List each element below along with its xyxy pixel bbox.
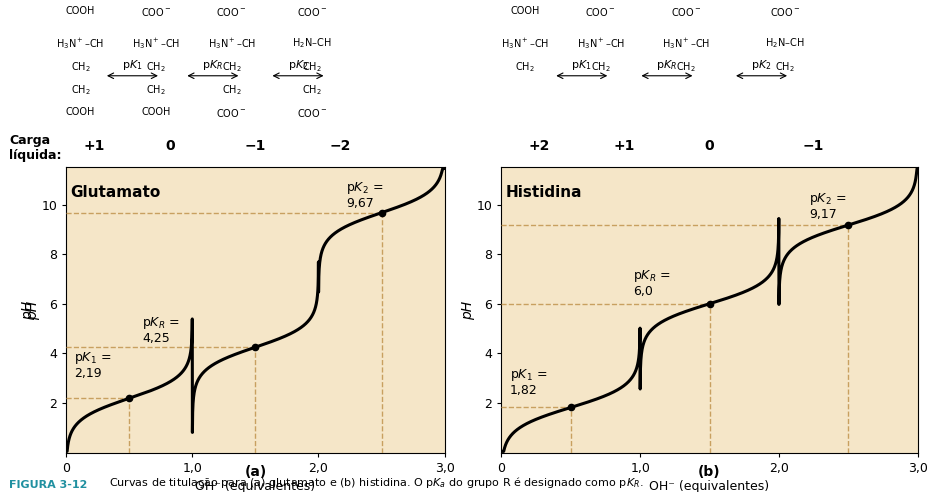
- Text: +1: +1: [614, 139, 635, 153]
- Text: p$K_2$ =: p$K_2$ =: [810, 191, 847, 207]
- Text: CH$_2$: CH$_2$: [147, 60, 166, 74]
- Text: p$K_1$ =: p$K_1$ =: [510, 367, 547, 383]
- Text: 0: 0: [705, 139, 714, 153]
- Text: CH$_2$: CH$_2$: [71, 84, 90, 97]
- Text: COO$^-$: COO$^-$: [586, 6, 616, 19]
- Text: CH$_2$: CH$_2$: [303, 60, 322, 74]
- Text: H$_3$N$^+$–CH: H$_3$N$^+$–CH: [577, 36, 624, 51]
- Text: COOH: COOH: [510, 6, 540, 17]
- Text: COO$^-$: COO$^-$: [141, 6, 171, 19]
- Text: COO$^-$: COO$^-$: [297, 107, 327, 119]
- Text: CH$_2$: CH$_2$: [676, 60, 695, 74]
- Text: p$K_R$ =: p$K_R$ =: [633, 268, 671, 284]
- Text: H$_2$N–CH: H$_2$N–CH: [765, 36, 805, 50]
- Text: 9,17: 9,17: [810, 208, 837, 221]
- X-axis label: OH⁻ (equivalentes): OH⁻ (equivalentes): [196, 480, 315, 492]
- Text: Histidina: Histidina: [505, 184, 582, 200]
- Text: COO$^-$: COO$^-$: [671, 6, 701, 19]
- Text: H$_3$N$^+$–CH: H$_3$N$^+$–CH: [662, 36, 710, 51]
- Text: p$K_R$: p$K_R$: [202, 58, 223, 72]
- Text: +2: +2: [529, 139, 550, 153]
- Text: Curvas de titulação para (a) glutamato e (b) histidina. O p$K_a$ do grupo R é de: Curvas de titulação para (a) glutamato e…: [109, 475, 643, 490]
- Text: −1: −1: [803, 139, 824, 153]
- Text: COO$^-$: COO$^-$: [217, 6, 247, 19]
- Text: p$K_R$: p$K_R$: [657, 58, 677, 72]
- Text: CH$_2$: CH$_2$: [516, 60, 534, 74]
- Text: CH$_2$: CH$_2$: [591, 60, 610, 74]
- Y-axis label: pH: pH: [26, 301, 40, 319]
- Text: Glutamato: Glutamato: [70, 184, 160, 200]
- Text: H$_3$N$^+$–CH: H$_3$N$^+$–CH: [501, 36, 549, 51]
- Text: 1,82: 1,82: [510, 384, 537, 398]
- Text: H$_3$N$^+$–CH: H$_3$N$^+$–CH: [208, 36, 255, 51]
- Text: COO$^-$: COO$^-$: [217, 107, 247, 119]
- Text: FIGURA 3-12: FIGURA 3-12: [9, 480, 88, 490]
- Text: 0: 0: [166, 139, 175, 153]
- Text: COOH: COOH: [65, 6, 96, 17]
- Text: CH$_2$: CH$_2$: [222, 84, 241, 97]
- Text: p$K_1$ =: p$K_1$ =: [74, 350, 111, 366]
- Text: −2: −2: [330, 139, 351, 153]
- Text: CH$_2$: CH$_2$: [71, 60, 90, 74]
- Text: 4,25: 4,25: [142, 332, 169, 345]
- Text: pH: pH: [22, 301, 35, 319]
- Text: CH$_2$: CH$_2$: [222, 60, 241, 74]
- Text: CH$_2$: CH$_2$: [303, 84, 322, 97]
- Text: −1: −1: [245, 139, 266, 153]
- Text: +1: +1: [84, 139, 105, 153]
- Text: Carga
líquida:: Carga líquida:: [9, 134, 61, 162]
- Text: H$_3$N$^+$–CH: H$_3$N$^+$–CH: [132, 36, 180, 51]
- Text: CH$_2$: CH$_2$: [147, 84, 166, 97]
- Text: p$K_1$: p$K_1$: [571, 58, 592, 72]
- Text: CH$_2$: CH$_2$: [776, 60, 795, 74]
- Text: COO$^-$: COO$^-$: [770, 6, 800, 19]
- Text: p$K_R$ =: p$K_R$ =: [142, 315, 180, 331]
- Text: COO$^-$: COO$^-$: [297, 6, 327, 19]
- Text: 9,67: 9,67: [346, 197, 374, 210]
- Text: (a): (a): [244, 465, 267, 479]
- Text: 6,0: 6,0: [633, 285, 653, 298]
- Text: (b): (b): [698, 465, 721, 479]
- Text: 2,19: 2,19: [74, 367, 101, 380]
- Y-axis label: pH: pH: [461, 301, 475, 319]
- Text: p$K_2$: p$K_2$: [288, 58, 308, 72]
- Text: COOH: COOH: [65, 107, 96, 117]
- Text: H$_2$N–CH: H$_2$N–CH: [292, 36, 332, 50]
- Text: p$K_2$: p$K_2$: [751, 58, 772, 72]
- Text: p$K_1$: p$K_1$: [122, 58, 143, 72]
- X-axis label: OH⁻ (equivalentes): OH⁻ (equivalentes): [650, 480, 769, 492]
- Text: p$K_2$ =: p$K_2$ =: [346, 180, 383, 196]
- Text: H$_3$N$^+$–CH: H$_3$N$^+$–CH: [57, 36, 104, 51]
- Text: COOH: COOH: [141, 107, 171, 117]
